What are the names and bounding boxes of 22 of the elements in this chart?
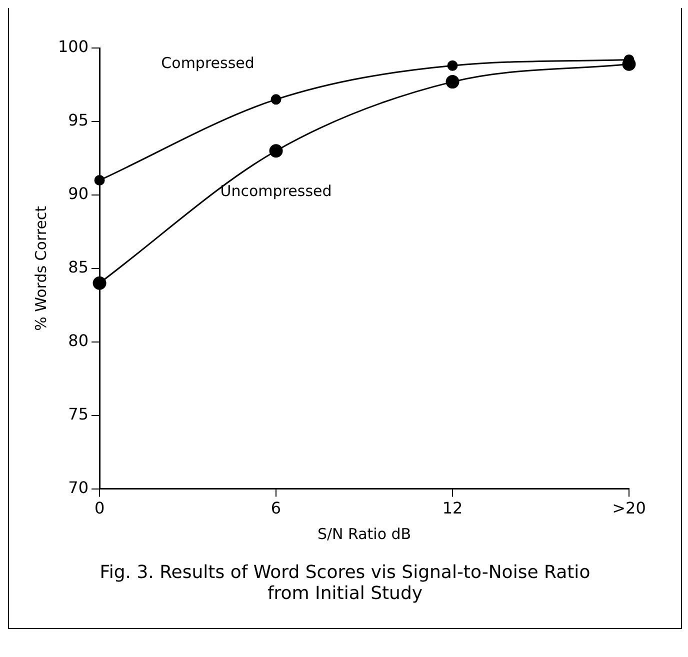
series-label: Uncompressed [220,182,332,200]
x-tick-label: >20 [612,498,646,518]
x-tick-label: 12 [442,498,463,518]
y-tick-label: 80 [68,331,89,350]
caption: Fig. 3. Results of Word Scores vis Signal-to-Noise Ratio from Initial Study [98,561,592,606]
y-tick-label: 100 [58,37,89,56]
point [446,75,460,89]
point [92,276,106,290]
y-axis-title: % Words Correct [32,206,50,331]
x-tick-label: 0 [94,498,105,518]
y-tick-label: 85 [68,258,89,277]
point [94,174,105,186]
y-tick-label: 90 [68,184,89,204]
y-tick-label: 75 [68,404,89,424]
x-tick-label: 6 [270,498,282,518]
x-axis-title: S/N Ratio dB [317,524,412,543]
point [447,60,458,71]
point [270,94,282,105]
y-tick-label: 70 [68,478,89,497]
point [269,144,283,158]
y-tick-label: 95 [68,110,89,130]
text: Compressed [161,54,254,72]
